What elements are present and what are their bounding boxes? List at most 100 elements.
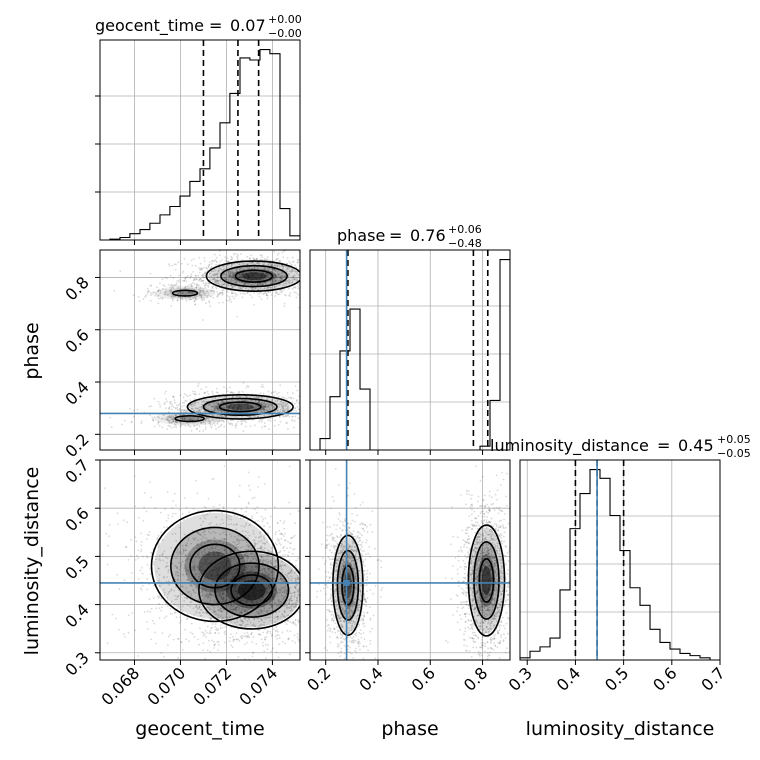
sample-point	[290, 571, 293, 574]
sample-point	[257, 279, 260, 281]
sample-point	[184, 424, 187, 427]
sample-point	[263, 650, 266, 652]
sample-point	[258, 263, 261, 265]
sample-point	[119, 270, 122, 273]
sample-point	[237, 408, 240, 410]
sample-point	[271, 399, 274, 401]
sample-point	[209, 267, 212, 270]
sample-point	[163, 403, 166, 405]
sample-point	[284, 402, 286, 404]
sample-point	[248, 277, 251, 279]
sample-point	[168, 420, 170, 422]
sample-point	[292, 270, 294, 272]
sample-point	[277, 395, 280, 398]
sample-point	[161, 288, 164, 290]
sample-point	[168, 416, 170, 419]
sample-point	[248, 534, 251, 537]
sample-point	[200, 287, 203, 290]
sample-point	[246, 278, 249, 281]
sample-point	[217, 270, 220, 273]
sample-point	[251, 273, 253, 276]
sample-point	[156, 583, 158, 586]
sample-point	[165, 398, 168, 400]
sample-point	[232, 280, 234, 282]
sample-point	[223, 425, 226, 428]
sample-point	[222, 265, 225, 268]
sample-point	[153, 397, 156, 400]
sample-point	[204, 282, 207, 284]
sample-point	[273, 424, 276, 427]
sample-point	[330, 274, 332, 276]
sample-point	[171, 297, 174, 300]
sample-point	[216, 279, 219, 281]
sample-point	[253, 288, 255, 291]
sample-point	[267, 405, 270, 408]
sample-point	[235, 269, 238, 272]
sample-point	[181, 292, 184, 294]
sample-point	[242, 430, 245, 432]
sample-point	[264, 618, 267, 620]
sample-point	[254, 400, 257, 402]
sample-point	[273, 274, 276, 277]
sample-point	[195, 407, 198, 410]
sample-point	[172, 419, 175, 422]
sample-point	[294, 286, 296, 289]
density-fill	[163, 413, 216, 424]
sample-point	[149, 272, 152, 275]
sample-point	[140, 541, 143, 543]
sample-point	[290, 270, 293, 273]
sample-point	[314, 565, 316, 567]
sample-point	[274, 280, 277, 282]
sample-point	[186, 276, 188, 278]
sample-point	[235, 423, 238, 425]
sample-point	[301, 407, 303, 409]
sample-point	[273, 395, 276, 397]
sample-point	[274, 542, 277, 544]
sample-point	[250, 262, 253, 264]
sample-point	[289, 684, 291, 686]
sample-point	[208, 273, 211, 275]
sample-point	[246, 438, 248, 440]
sample-point	[169, 274, 172, 277]
sample-point	[171, 415, 173, 418]
sample-point	[207, 265, 210, 268]
sample-point	[244, 282, 246, 285]
sample-point	[281, 396, 284, 398]
sample-point	[317, 255, 319, 257]
sample-point	[213, 279, 216, 282]
sample-point	[216, 387, 218, 390]
sample-point	[247, 415, 250, 418]
sample-point	[217, 420, 219, 423]
sample-point	[262, 402, 265, 405]
density-fill	[162, 288, 208, 299]
sample-point	[156, 286, 158, 289]
sample-point	[198, 293, 201, 296]
sample-point	[247, 283, 250, 285]
sample-point	[131, 612, 134, 614]
sample-point	[167, 644, 169, 646]
sample-point	[259, 282, 262, 285]
sample-point	[234, 621, 236, 624]
sample-point	[261, 284, 263, 286]
sample-point	[242, 273, 245, 275]
sample-point	[163, 655, 166, 658]
sample-point	[288, 559, 290, 562]
sample-point	[276, 254, 279, 256]
sample-point	[196, 669, 198, 671]
sample-point	[199, 269, 202, 271]
sample-point	[158, 617, 161, 619]
sample-point	[301, 279, 303, 281]
sample-point	[261, 641, 264, 644]
sample-point	[242, 673, 244, 675]
sample-point	[271, 609, 274, 612]
sample-point	[298, 670, 300, 672]
sample-point	[289, 570, 292, 572]
sample-point	[167, 605, 169, 608]
sample-point	[287, 279, 290, 282]
sample-point	[200, 294, 203, 297]
sample-point	[175, 421, 178, 424]
sample-point	[140, 422, 143, 425]
sample-point	[286, 270, 288, 273]
sample-point	[229, 391, 232, 394]
sample-point	[232, 408, 235, 410]
